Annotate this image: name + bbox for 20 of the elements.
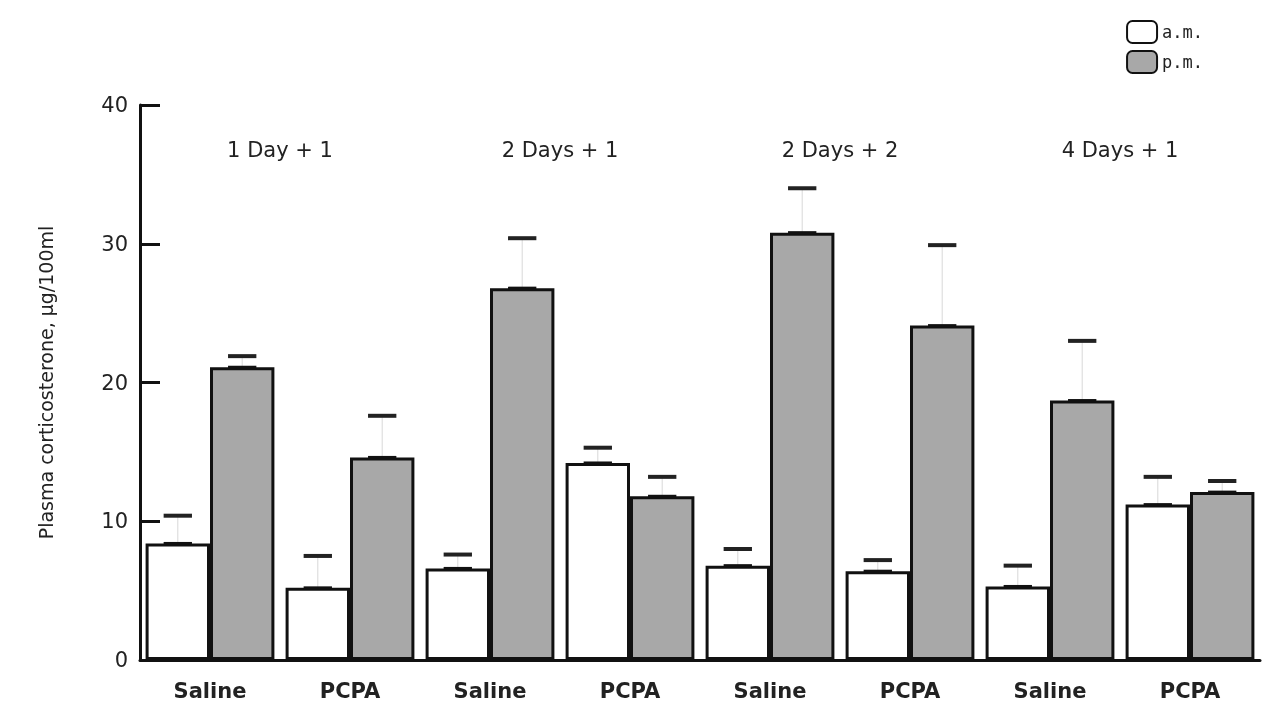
annotation: 1 Day + 1 (227, 138, 333, 162)
x-tick-label: Saline (453, 678, 527, 703)
y-tick-label: 40 (101, 93, 128, 117)
x-tick-label: Saline (1013, 678, 1087, 703)
y-tick-label: 20 (101, 370, 128, 395)
y-tick-label: 30 (101, 231, 128, 256)
x-tick-label: PCPA (319, 678, 381, 703)
legend-label: a.m. (1162, 22, 1204, 42)
x-tick-label: PCPA (1159, 678, 1221, 703)
y-axis-title: Plasma corticosterone, μg/100ml (34, 225, 57, 540)
annotation: 4 Days + 1 (1061, 138, 1179, 162)
x-tick-label: Saline (733, 678, 807, 703)
annotation: 2 Days + 2 (781, 138, 899, 162)
x-tick-label: PCPA (599, 678, 661, 703)
annotation: 2 Days + 1 (501, 138, 619, 162)
y-tick-label: 0 (114, 648, 128, 672)
x-tick-label: PCPA (879, 678, 941, 703)
y-tick-label: 10 (101, 509, 128, 534)
legend-label: p.m. (1162, 52, 1204, 72)
x-tick-label: Saline (173, 678, 247, 703)
